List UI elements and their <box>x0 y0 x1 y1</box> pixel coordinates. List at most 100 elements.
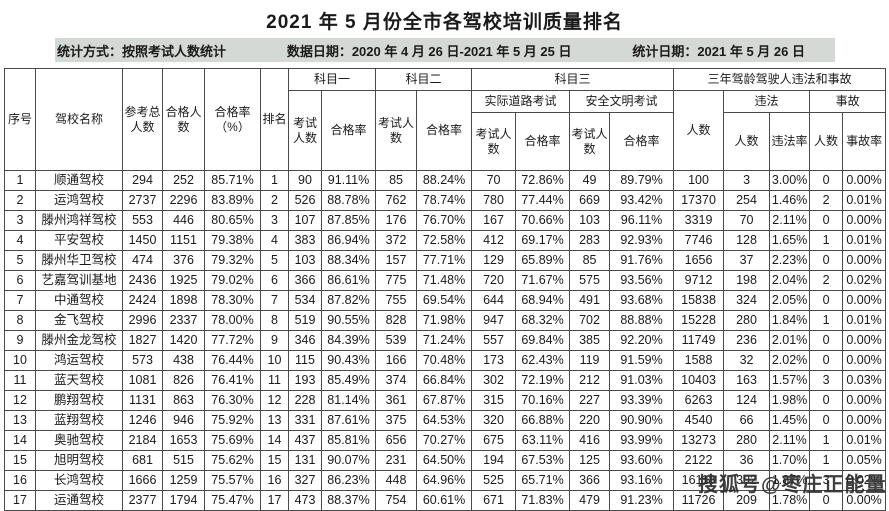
table-cell: 227 <box>569 390 611 411</box>
group-subject3: 科目三 <box>471 68 675 91</box>
table-cell: 100 <box>673 170 725 191</box>
group-subject1: 科目一 <box>287 68 377 91</box>
table-cell: 32 <box>723 350 771 371</box>
table-cell: 78.00% <box>204 310 261 331</box>
table-cell: 蓝翔驾校 <box>35 410 123 431</box>
table-cell: 1 <box>4 170 36 191</box>
table-cell: 526 <box>288 190 322 211</box>
table-cell: 63.11% <box>515 430 571 451</box>
table-cell: 93.60% <box>609 450 675 471</box>
table-body: 1 顺通驾校 294 252 85.71% 1 90 91.11% 85 88.24% 70 72.8… <box>4 170 887 511</box>
table-cell: 86.23% <box>320 470 377 491</box>
table-cell: 14 <box>260 430 289 451</box>
table-cell: 17 <box>4 490 36 511</box>
table-cell: 0.03% <box>842 370 887 391</box>
table-cell: 209 <box>723 490 771 511</box>
col-s2-pass-rate: 合格率 <box>416 90 473 171</box>
watermark: 搜狐号@枣庄正能量 <box>698 474 887 496</box>
table-cell: 64.53% <box>416 410 473 431</box>
table-cell: 69.84% <box>515 330 571 351</box>
table-cell: 9 <box>260 330 289 351</box>
table-cell: 324 <box>723 290 771 311</box>
table-cell: 0.02% <box>842 270 887 291</box>
table-cell: 79.02% <box>204 270 261 291</box>
table-cell: 62.43% <box>515 350 571 371</box>
table-cell: 78.30% <box>204 290 261 311</box>
table-cell: 11749 <box>673 330 725 351</box>
table-cell: 91.23% <box>609 490 675 511</box>
table-cell: 375 <box>375 410 418 431</box>
table-cell: 0 <box>809 410 844 431</box>
table-cell: 1 <box>260 170 289 191</box>
table-cell: 旭明驾校 <box>35 450 123 471</box>
table-cell: 1.70% <box>769 450 811 471</box>
table-cell: 滕州华卫驾校 <box>35 250 123 271</box>
table-cell: 280 <box>723 310 771 331</box>
table-cell: 361 <box>375 390 418 411</box>
table-cell: 252 <box>162 170 205 191</box>
table-cell: 0.00% <box>842 210 887 231</box>
table-cell: 85 <box>569 250 611 271</box>
table-cell: 83.89% <box>204 190 261 211</box>
table-cell: 1 <box>809 310 844 331</box>
col-s2-exam-count: 考试人数 <box>375 90 418 171</box>
table-cell: 519 <box>288 310 322 331</box>
table-cell: 80.65% <box>204 210 261 231</box>
table-cell: 76.41% <box>204 370 261 391</box>
table-cell: 8 <box>4 310 36 331</box>
table-cell: 奥驰驾校 <box>35 430 123 451</box>
table-cell: 474 <box>122 250 163 271</box>
table-cell: 525 <box>471 470 517 491</box>
page-title: 2021 年 5 月份全市各驾校培训质量排名 <box>266 12 623 33</box>
table-cell: 65.71% <box>515 470 571 491</box>
table-cell: 176 <box>375 210 418 231</box>
table-cell: 376 <box>162 250 205 271</box>
table-cell: 76.44% <box>204 350 261 371</box>
table-cell: 70 <box>723 210 771 231</box>
table-cell: 0.00% <box>842 290 887 311</box>
table-cell: 76.70% <box>416 210 473 231</box>
col-violation-rate: 违法率 <box>769 112 811 171</box>
table-cell: 16 <box>4 470 36 491</box>
table-cell: 5 <box>4 250 36 271</box>
table-cell: 84.39% <box>320 330 377 351</box>
table-cell: 366 <box>288 270 322 291</box>
table-cell: 67.53% <box>515 450 571 471</box>
table-cell: 863 <box>162 390 205 411</box>
table-cell: 366 <box>569 470 611 491</box>
table-cell: 1827 <box>122 330 163 351</box>
group-civil-test: 安全文明考试 <box>569 90 675 113</box>
table-cell: 2377 <box>122 490 163 511</box>
table-cell: 17 <box>260 490 289 511</box>
table-cell: 3 <box>809 370 844 391</box>
table-cell: 0.00% <box>842 250 887 271</box>
col-accident-rate: 事故率 <box>842 112 887 171</box>
table-row: 11 蓝天驾校 1081 826 76.41% 11 193 85.49% 374 66.84% 3… <box>4 370 887 391</box>
table-cell: 91.11% <box>320 170 377 191</box>
group-accident: 事故 <box>809 90 887 113</box>
col-violation-people: 人数 <box>723 112 771 171</box>
table-cell: 681 <box>122 450 163 471</box>
table-row: 6 艺嘉驾训基地 2436 1925 79.02% 6 366 86.61% 775 71.48%… <box>4 270 887 291</box>
table-cell: 6 <box>260 270 289 291</box>
table-cell: 1420 <box>162 330 205 351</box>
table-cell: 327 <box>288 470 322 491</box>
table-cell: 顺通驾校 <box>35 170 123 191</box>
table-cell: 644 <box>471 290 517 311</box>
table-cell: 37 <box>723 250 771 271</box>
table-cell: 93.68% <box>609 290 675 311</box>
table-cell: 77.44% <box>515 190 571 211</box>
table-cell: 0.00% <box>842 350 887 371</box>
table-cell: 557 <box>471 330 517 351</box>
table-row: 16 长鸿驾校 1666 1259 75.57% 16 327 86.23% 448 64.96%… <box>4 470 887 491</box>
col-total: 参考总人数 <box>122 68 163 171</box>
table-cell: 479 <box>569 490 611 511</box>
table-cell: 滕州鸿祥驾校 <box>35 210 123 231</box>
table-cell: 124 <box>723 390 771 411</box>
col-civil-exam-count: 考试人数 <box>569 112 611 171</box>
table-row: 13 蓝翔驾校 1246 946 75.92% 13 331 87.61% 375 64.53% 3… <box>4 410 887 431</box>
table-cell: 13 <box>4 410 36 431</box>
table-cell: 96.11% <box>609 210 675 231</box>
table-cell: 3 <box>723 170 771 191</box>
table-cell: 71.83% <box>515 490 571 511</box>
